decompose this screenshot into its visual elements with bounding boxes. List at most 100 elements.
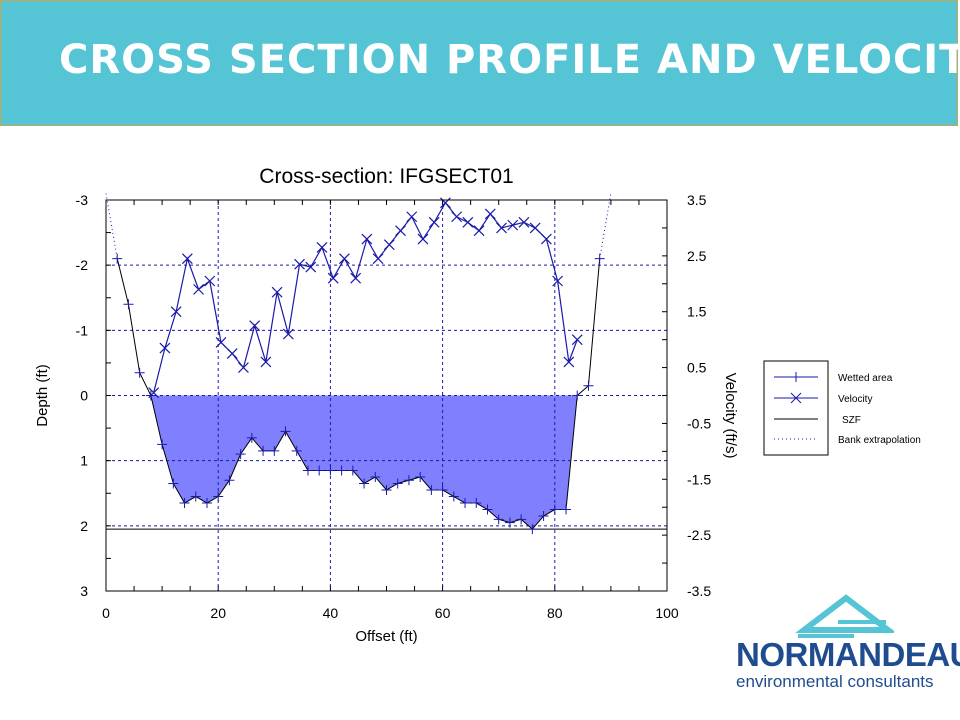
y-tick-label: 1 bbox=[80, 453, 88, 469]
page-title: CROSS SECTION PROFILE AND VELOCITY bbox=[59, 37, 960, 83]
profile-point bbox=[572, 390, 583, 401]
velocity-point bbox=[529, 222, 541, 234]
velocity-point bbox=[439, 197, 451, 209]
x-tick-label: 40 bbox=[323, 605, 339, 621]
velocity-point bbox=[361, 233, 373, 245]
x-tick-label: 60 bbox=[435, 605, 451, 621]
profile-point bbox=[471, 498, 482, 509]
profile-point bbox=[392, 478, 403, 489]
velocity-point bbox=[350, 272, 362, 284]
profile-point bbox=[157, 439, 168, 450]
profile-point bbox=[134, 367, 145, 378]
plot-frame bbox=[105, 199, 668, 592]
velocity-point bbox=[571, 334, 583, 346]
velocity-point bbox=[238, 362, 249, 373]
header-banner: CROSS SECTION PROFILE AND VELOCITY bbox=[0, 0, 960, 126]
y-tick-label: 0 bbox=[80, 388, 88, 404]
chart-title: Cross-section: IFGSECT01 bbox=[259, 165, 513, 188]
velocity-point bbox=[496, 222, 507, 234]
velocity-point bbox=[249, 320, 261, 332]
cross-section-chart: Cross-section: IFGSECT01 0 20 40 60 80 100 -3 -2… bbox=[34, 165, 921, 645]
velocity-point bbox=[159, 342, 171, 354]
velocity-point bbox=[193, 283, 204, 295]
profile-point bbox=[224, 475, 235, 486]
velocity-point bbox=[226, 348, 238, 360]
x-tick-label: 20 bbox=[210, 605, 226, 621]
profile-point bbox=[235, 449, 246, 460]
velocity-point bbox=[518, 216, 530, 228]
velocity-point bbox=[507, 219, 519, 231]
legend-entry: Bank extrapolation bbox=[838, 435, 921, 446]
profile-point bbox=[302, 465, 313, 476]
logo-sub-text: environmental consultants bbox=[736, 672, 934, 691]
profile-point bbox=[493, 514, 504, 525]
profile-point bbox=[336, 465, 347, 476]
velocity-point bbox=[170, 306, 182, 318]
logo-main-text: NORMANDEAU bbox=[736, 636, 960, 673]
x-tick-label: 80 bbox=[547, 605, 563, 621]
profile-point bbox=[381, 484, 392, 495]
bank-extrapolation-left bbox=[105, 193, 118, 259]
velocity-point bbox=[339, 253, 350, 265]
velocity-point bbox=[540, 233, 552, 245]
profile-point bbox=[314, 465, 325, 476]
legend-entry: SZF bbox=[842, 415, 861, 426]
profile-point bbox=[516, 514, 527, 525]
y-tick-label: -2 bbox=[76, 257, 89, 273]
y2-tick-label: 0.5 bbox=[687, 360, 707, 376]
y2-tick-label: -1.5 bbox=[687, 471, 711, 487]
velocity-point bbox=[215, 337, 227, 348]
company-logo: NORMANDEAU environmental consultants bbox=[736, 592, 960, 708]
velocity-point bbox=[305, 261, 317, 273]
velocity-point bbox=[484, 208, 496, 220]
y-tick-label: -3 bbox=[76, 192, 89, 208]
profile-point bbox=[527, 524, 538, 535]
y2-tick-label: -0.5 bbox=[687, 415, 711, 431]
velocity-point bbox=[383, 239, 395, 251]
velocity-point bbox=[473, 225, 485, 237]
velocity-point bbox=[462, 216, 474, 228]
logo-mountain-icon bbox=[795, 594, 894, 638]
profile-point bbox=[280, 426, 291, 437]
bank-extrapolation-right bbox=[599, 193, 612, 259]
y-tick-label: 2 bbox=[80, 518, 88, 534]
y2-tick-label: 3.5 bbox=[687, 192, 707, 208]
profile-point bbox=[190, 491, 201, 502]
profile-point bbox=[482, 504, 493, 515]
velocity-point bbox=[148, 387, 160, 399]
velocity-point bbox=[294, 258, 305, 270]
velocity-point bbox=[395, 225, 406, 237]
profile-point bbox=[213, 491, 224, 502]
y-tick-label: 3 bbox=[80, 583, 88, 599]
velocity-point bbox=[428, 216, 440, 228]
profile-point bbox=[269, 445, 280, 456]
profile-point bbox=[415, 471, 426, 482]
velocity-point bbox=[271, 286, 283, 298]
y2-tick-label: 2.5 bbox=[687, 248, 707, 264]
profile-point bbox=[179, 498, 190, 509]
profile-point bbox=[403, 475, 414, 486]
velocity-line bbox=[153, 201, 578, 393]
x-tick-label: 100 bbox=[655, 605, 679, 621]
profile-point bbox=[538, 511, 549, 522]
profile-point bbox=[583, 380, 594, 391]
velocity-point bbox=[204, 275, 216, 287]
profile-point bbox=[549, 504, 560, 515]
profile-point bbox=[370, 471, 381, 482]
profile-point bbox=[112, 253, 123, 264]
legend-velocity-marker bbox=[790, 392, 802, 404]
y-tick-label: -1 bbox=[76, 322, 89, 338]
profile-point bbox=[594, 253, 605, 264]
legend-entry: Velocity bbox=[838, 394, 872, 405]
profile-point bbox=[426, 484, 437, 495]
profile-point bbox=[246, 432, 257, 443]
velocity-point bbox=[260, 356, 272, 368]
velocity-point bbox=[181, 253, 193, 265]
y-axis-label: Depth (ft) bbox=[34, 364, 51, 427]
legend-entry: Wetted area bbox=[838, 373, 893, 384]
x-axis-label: Offset (ft) bbox=[355, 628, 417, 645]
profile-point bbox=[561, 504, 572, 515]
profile-point bbox=[460, 498, 471, 509]
profile-point bbox=[123, 299, 134, 310]
profile-point bbox=[168, 478, 179, 489]
